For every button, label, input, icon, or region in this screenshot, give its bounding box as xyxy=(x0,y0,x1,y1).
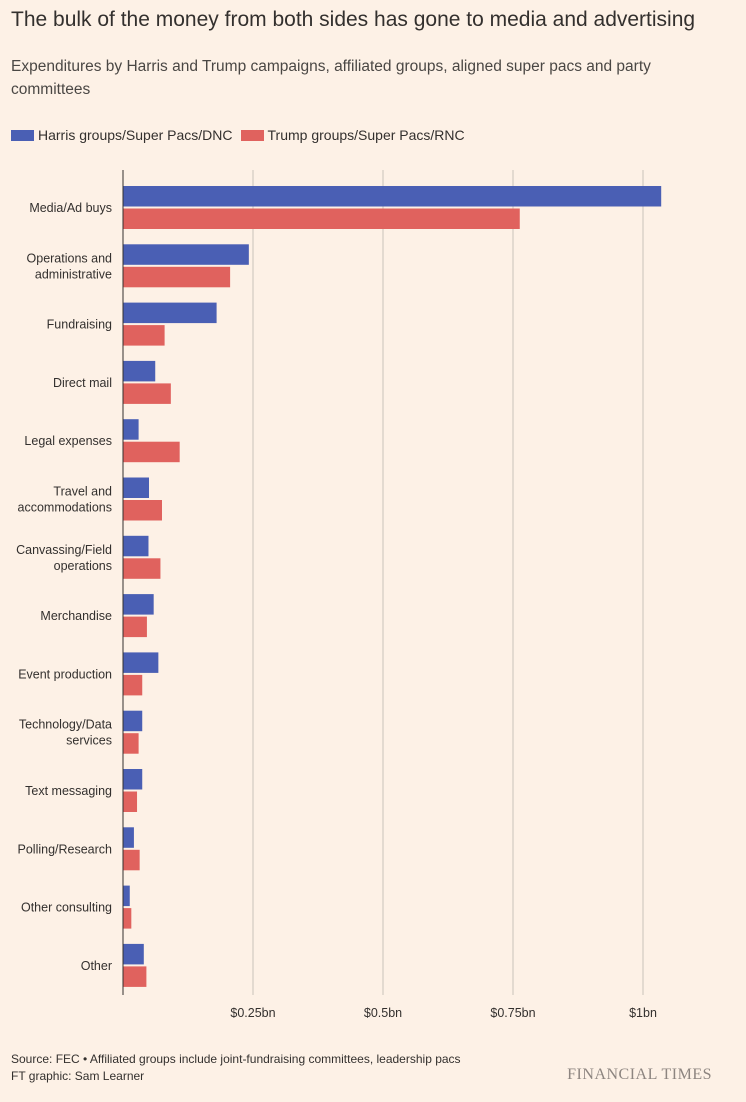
category-label: Travel and xyxy=(53,485,112,499)
bar-harris xyxy=(123,594,154,615)
category-label: Legal expenses xyxy=(24,434,112,448)
x-tick-label: $0.75bn xyxy=(490,1006,535,1020)
category-label: Canvassing/Field xyxy=(16,543,112,557)
category-label: Technology/Data xyxy=(19,718,112,732)
graphic-credit: FT graphic: Sam Learner xyxy=(11,1069,145,1083)
bar-trump xyxy=(123,849,140,871)
legend-label-harris: Harris groups/Super Pacs/DNC xyxy=(38,127,233,143)
bar-harris xyxy=(123,360,156,382)
bar-trump xyxy=(123,674,143,696)
chart-subtitle: Expenditures by Harris and Trump campaig… xyxy=(11,58,651,98)
category-label: Operations and xyxy=(27,251,113,265)
bar-trump xyxy=(123,266,231,288)
source-note: Source: FEC • Affiliated groups include … xyxy=(11,1052,461,1066)
category-label: operations xyxy=(54,559,112,573)
bar-harris xyxy=(123,710,143,732)
bar-trump xyxy=(123,908,132,929)
bar-trump xyxy=(123,500,162,521)
bar-harris xyxy=(123,477,149,498)
category-label: services xyxy=(66,734,112,748)
ft-logo: FINANCIAL TIMES xyxy=(567,1066,712,1083)
bar-trump xyxy=(123,966,147,987)
bar-trump xyxy=(123,441,180,463)
bar-trump xyxy=(123,791,138,812)
legend-swatch-trump xyxy=(240,129,264,141)
bar-trump xyxy=(123,558,161,579)
bar-chart: $0.25bn $0.5bn $0.75bn $1bn Media/Ad buys Ope… xyxy=(16,170,662,1020)
bar-trump xyxy=(123,208,520,229)
bar-harris xyxy=(123,769,143,790)
legend-item-trump: Trump groups/Super Pacs/RNC xyxy=(240,127,465,143)
bar-harris xyxy=(123,652,159,673)
legend-label-trump: Trump groups/Super Pacs/RNC xyxy=(267,127,465,143)
footer: Source: FEC • Affiliated groups include … xyxy=(11,1051,461,1085)
legend-swatch-harris xyxy=(11,129,34,141)
bar-trump xyxy=(123,383,171,404)
bar-harris xyxy=(123,943,144,965)
bar-trump xyxy=(123,325,165,346)
category-label: Event production xyxy=(18,667,112,681)
chart-title: The bulk of the money from both sides ha… xyxy=(11,8,696,31)
x-tick-label: $0.25bn xyxy=(230,1006,275,1020)
category-label: Text messaging xyxy=(25,784,112,798)
category-label: Direct mail xyxy=(53,376,112,390)
bar-trump xyxy=(123,733,139,754)
category-label: administrative xyxy=(35,267,112,281)
category-label: Polling/Research xyxy=(18,842,113,856)
category-label: Media/Ad buys xyxy=(29,201,112,215)
bar-harris xyxy=(123,827,134,848)
bar-harris xyxy=(123,885,130,907)
bar-harris xyxy=(123,535,149,557)
x-tick-label: $1bn xyxy=(629,1006,657,1020)
bar-trump xyxy=(123,616,147,638)
bar-harris xyxy=(123,186,662,207)
bar-harris xyxy=(123,244,249,265)
legend-item-harris: Harris groups/Super Pacs/DNC xyxy=(11,127,233,143)
category-label: Other consulting xyxy=(21,901,112,915)
category-label: Merchandise xyxy=(40,609,112,623)
bar-harris xyxy=(123,302,217,324)
category-label: Fundraising xyxy=(47,318,112,332)
category-label: accommodations xyxy=(18,501,113,515)
legend: Harris groups/Super Pacs/DNC Trump group… xyxy=(11,127,473,143)
bar-harris xyxy=(123,419,139,440)
x-tick-label: $0.5bn xyxy=(364,1006,402,1020)
category-label: Other xyxy=(81,959,112,973)
